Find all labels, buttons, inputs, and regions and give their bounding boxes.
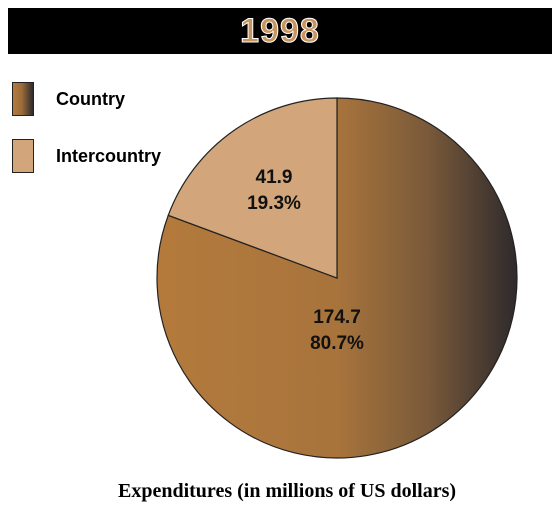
legend-swatch-intercountry bbox=[12, 139, 34, 173]
slice-value-label-intercountry: 41.9 bbox=[256, 167, 293, 188]
slice-percent-label-intercountry: 19.3% bbox=[247, 193, 301, 214]
pie-slice-intercountry bbox=[167, 97, 338, 279]
chart-footer: Expenditures (in millions of US dollars) bbox=[118, 480, 457, 502]
legend-item-country: Country bbox=[12, 82, 125, 116]
legend-label-country: Country bbox=[56, 88, 125, 109]
legend-label-intercountry: Intercountry bbox=[56, 145, 162, 166]
legend-swatch-country bbox=[12, 82, 34, 116]
slice-percent-label-country: 80.7% bbox=[310, 333, 364, 354]
chart-title: 1998 bbox=[240, 11, 320, 50]
legend-item-intercountry: Intercountry bbox=[12, 139, 161, 173]
title-bar: 1998 bbox=[8, 8, 552, 54]
slice-value-label-country: 174.7 bbox=[313, 307, 361, 328]
